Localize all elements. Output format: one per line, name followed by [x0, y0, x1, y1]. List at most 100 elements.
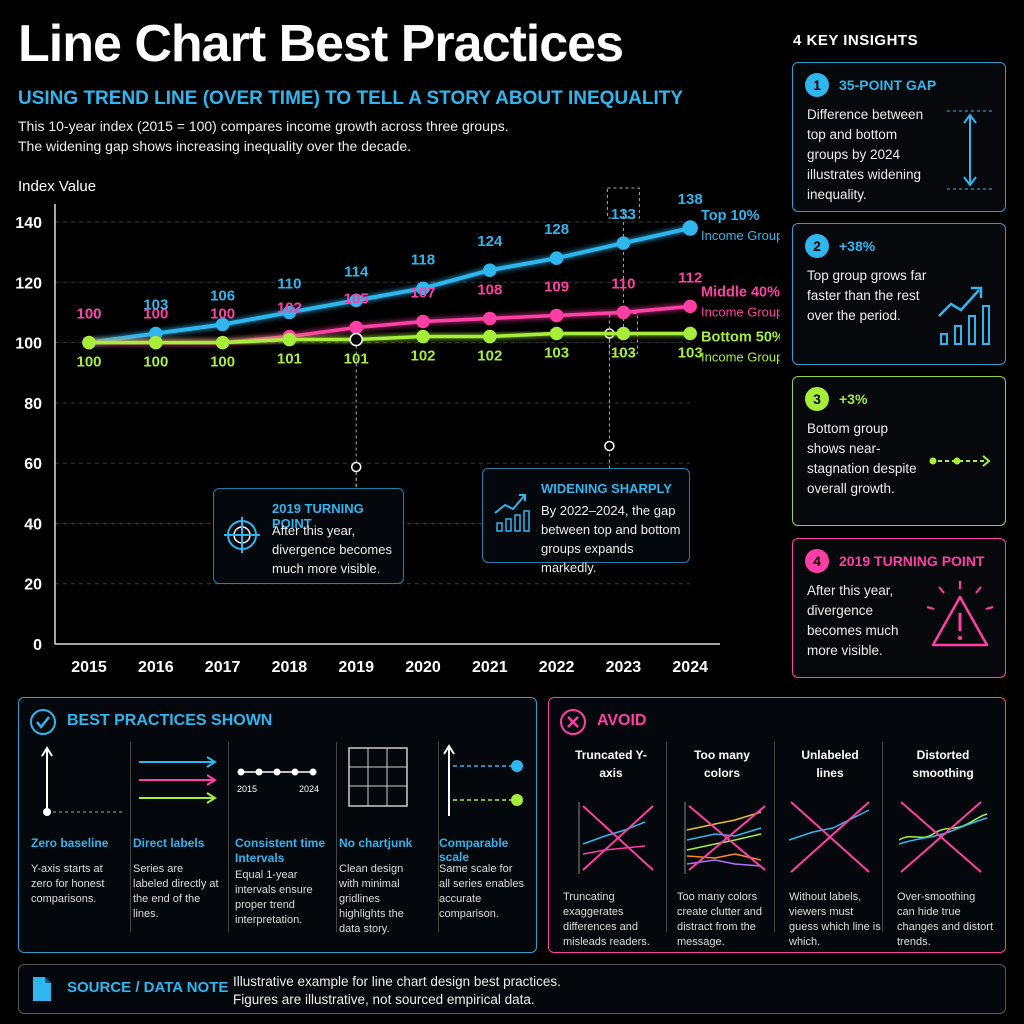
data-point — [616, 305, 631, 320]
x-tick-label: 2015 — [71, 659, 107, 676]
axis-start-label: 2015 — [237, 784, 257, 794]
insight-body: Difference between top and bottom groups… — [807, 107, 924, 202]
truncated-axis-icon — [578, 802, 654, 874]
data-label: 109 — [544, 278, 569, 295]
time-intervals-icon: 2015 2024 — [237, 768, 319, 794]
data-point — [483, 329, 497, 344]
data-label: 103 — [143, 297, 168, 314]
insight-title: 35-POINT GAP — [839, 77, 937, 93]
data-point — [82, 335, 96, 350]
data-point — [683, 326, 697, 341]
practice-item: 2015 2024 Consistent time Intervals Equa… — [235, 738, 337, 943]
warning-icon — [926, 581, 994, 647]
data-label: 101 — [344, 351, 369, 368]
x-circle-icon — [560, 709, 586, 735]
x-tick-label: 2018 — [272, 659, 308, 676]
insight-number: 3 — [805, 387, 829, 411]
callout-title: WIDENING SHARPLY — [541, 481, 672, 496]
avoid-item: Distorted smoothing Over-smoothing can h… — [885, 738, 1001, 948]
data-label: 101 — [277, 351, 302, 368]
insight-card: 3 +3% Bottom group shows near-stagnation… — [792, 376, 1006, 526]
avoid-body: Too many colors create clutter and distr… — [677, 891, 762, 948]
data-label: 118 — [411, 251, 435, 268]
data-point — [549, 308, 564, 323]
data-label: 100 — [76, 306, 101, 323]
data-label: 110 — [611, 275, 635, 292]
practice-body: Clean design with minimal gridlines high… — [339, 863, 404, 935]
practice-body: Same scale for all series enables accura… — [439, 863, 524, 920]
series-end-label: Top 10% — [701, 208, 760, 224]
intro-line: This 10-year index (2015 = 100) compares… — [18, 118, 509, 134]
y-tick-label: 40 — [24, 516, 42, 533]
data-label: 114 — [344, 263, 369, 280]
data-point — [416, 329, 430, 344]
data-point — [483, 263, 497, 277]
practice-title: No chartjunk — [339, 836, 413, 850]
data-label: 100 — [143, 354, 168, 371]
zero-baseline-icon — [41, 746, 123, 816]
x-tick-label: 2024 — [672, 659, 708, 676]
series-line — [89, 331, 691, 345]
data-point — [215, 317, 230, 332]
data-point — [549, 326, 564, 341]
avoid-title: Truncated Y-axis — [575, 748, 647, 780]
insight-title: +38% — [839, 238, 876, 254]
series-end-label: Middle 40% — [701, 284, 780, 300]
y-tick-label: 100 — [15, 336, 42, 353]
data-label: 100 — [76, 354, 101, 371]
data-point — [349, 293, 363, 308]
insights-heading: 4 KEY INSIGHTS — [793, 32, 919, 49]
unlabeled-lines-icon — [788, 801, 870, 873]
growth-bars-icon — [938, 286, 990, 345]
direct-labels-icon — [139, 756, 217, 804]
data-label: 124 — [477, 233, 503, 250]
practice-body: Series are labeled directly at the end o… — [133, 863, 219, 920]
data-point — [683, 299, 697, 314]
avoid-title: Distorted smoothing — [912, 748, 974, 780]
page-subtitle: USING TREND LINE (OVER TIME) TO TELL A S… — [18, 88, 684, 109]
insight-title: 2019 TURNING POINT — [839, 553, 985, 569]
avoid-body: Truncating exaggerates differences and m… — [563, 891, 650, 948]
many-colors-icon — [684, 802, 766, 874]
insight-number: 1 — [805, 73, 829, 97]
series-end-sublabel: Income Group — [701, 228, 780, 243]
x-tick-label: 2017 — [205, 659, 241, 676]
data-point — [616, 326, 631, 341]
data-label: 105 — [344, 291, 369, 308]
data-label: 102 — [410, 348, 435, 365]
y-tick-label: 80 — [24, 396, 42, 413]
data-label: 110 — [277, 275, 301, 292]
avoid-item: Unlabeled lines Without labels, viewers … — [777, 738, 883, 948]
series-end-sublabel: Income Group — [701, 304, 780, 319]
avoid-body: Without labels, viewers must guess which… — [789, 891, 881, 948]
data-label: 102 — [477, 348, 502, 365]
data-label: 100 — [210, 306, 235, 323]
data-label: 107 — [410, 284, 435, 301]
insight-card: 1 35-POINT GAP Difference between top an… — [792, 62, 1006, 212]
data-label: 138 — [678, 191, 703, 208]
practice-title: Direct labels — [133, 836, 205, 850]
intro-text: This 10-year index (2015 = 100) compares… — [18, 116, 578, 156]
data-point — [682, 220, 698, 236]
panel-heading: BEST PRACTICES SHOWN — [67, 712, 273, 729]
data-point — [416, 281, 430, 296]
data-label: 133 — [611, 206, 636, 223]
trend-chart-icon — [494, 494, 530, 532]
avoid-panel: AVOID Truncated Y-axis Truncating exagge… — [548, 697, 1006, 953]
data-label: 112 — [678, 269, 702, 286]
avoid-item: Truncated Y-axis Truncating exaggerates … — [555, 738, 667, 948]
data-point — [416, 314, 430, 329]
source-line: Illustrative example for line chart desi… — [233, 974, 561, 989]
comparable-scale-icon — [443, 744, 523, 816]
series-line — [88, 226, 691, 345]
practice-item: Direct labels Series are labeled directl… — [133, 738, 229, 943]
x-tick-label: 2020 — [405, 659, 441, 676]
data-point — [349, 320, 363, 335]
source-note: SOURCE / DATA NOTE Illustrative example … — [18, 964, 1006, 1014]
data-label: 108 — [477, 281, 502, 298]
practice-title: Consistent time Intervals — [235, 836, 326, 865]
x-tick-label: 2019 — [338, 659, 374, 676]
grid-icon — [348, 747, 408, 807]
series-end-sublabel: Income Group — [701, 350, 780, 365]
data-point — [483, 311, 497, 326]
